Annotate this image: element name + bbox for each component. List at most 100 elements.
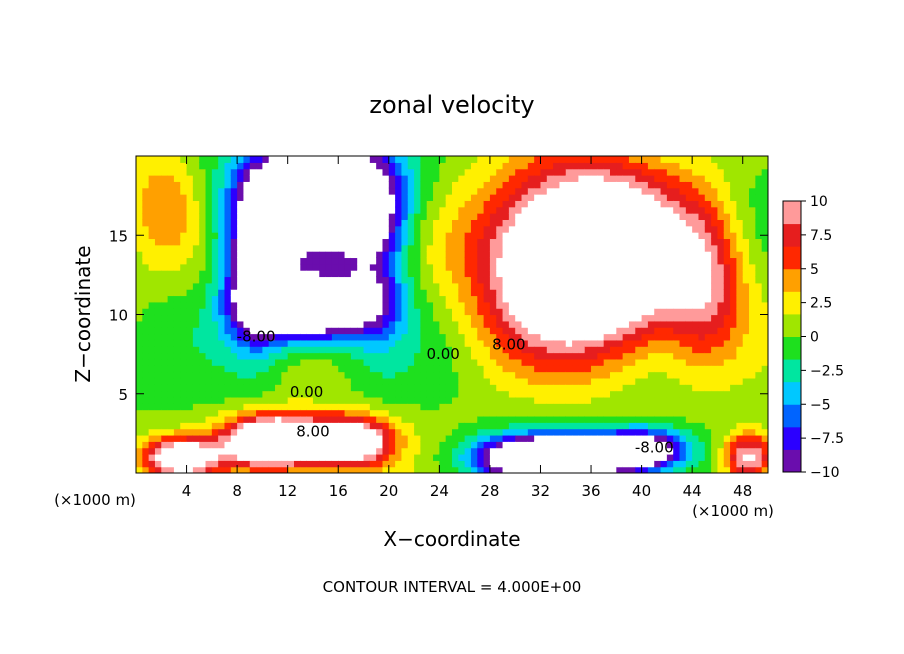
heatmap-cell [521, 187, 529, 195]
heatmap-cell [395, 156, 403, 163]
heatmap-cell [508, 175, 516, 182]
heatmap-cell [275, 308, 282, 316]
heatmap-cell [483, 295, 491, 303]
heatmap-cell [717, 358, 725, 366]
heatmap-cell [281, 206, 289, 214]
heatmap-cell [192, 320, 200, 328]
heatmap-cell [262, 327, 270, 335]
heatmap-cell [628, 390, 636, 398]
heatmap-cell [224, 162, 232, 170]
heatmap-cell [306, 301, 314, 309]
heatmap-cell [610, 232, 617, 240]
heatmap-cell [205, 194, 213, 201]
heatmap-cell [761, 441, 768, 449]
heatmap-cell [262, 428, 270, 436]
heatmap-cell [660, 415, 668, 423]
heatmap-cell [502, 447, 510, 455]
heatmap-cell [300, 314, 308, 322]
heatmap-cell [717, 314, 725, 322]
heatmap-cell [534, 162, 542, 170]
heatmap-cell [325, 175, 333, 182]
heatmap-cell [736, 213, 744, 220]
heatmap-cell [496, 187, 504, 195]
heatmap-cell [603, 194, 611, 201]
heatmap-cell [256, 365, 263, 373]
heatmap-cell [237, 232, 245, 240]
heatmap-cell [692, 346, 700, 354]
heatmap-cell [445, 384, 453, 392]
heatmap-cell [249, 187, 257, 195]
heatmap-cell [420, 156, 428, 163]
heatmap-cell [711, 384, 719, 392]
heatmap-cell [439, 308, 447, 316]
heatmap-cell [306, 327, 314, 335]
heatmap-cell [502, 377, 510, 385]
heatmap-cell [622, 276, 630, 284]
heatmap-cell [218, 333, 226, 341]
heatmap-cell [268, 422, 276, 430]
heatmap-cell [344, 270, 352, 278]
heatmap-cell [755, 422, 763, 430]
heatmap-cell [382, 314, 390, 322]
heatmap-cell [186, 384, 194, 392]
heatmap-cell [666, 213, 674, 220]
heatmap-cell [635, 352, 643, 360]
heatmap-cell [761, 289, 768, 297]
heatmap-cell [508, 308, 516, 316]
heatmap-cell [660, 390, 668, 398]
heatmap-cell [508, 301, 516, 309]
heatmap-cell [540, 403, 548, 411]
heatmap-cell [186, 333, 194, 341]
heatmap-cell [376, 415, 384, 423]
heatmap-cell [496, 257, 504, 265]
heatmap-cell [154, 200, 162, 208]
heatmap-cell [464, 314, 472, 322]
heatmap-cell [515, 175, 523, 182]
heatmap-cell [749, 244, 756, 252]
heatmap-cell [211, 295, 219, 303]
heatmap-cell [502, 396, 510, 404]
heatmap-cell [407, 333, 415, 341]
heatmap-cell [622, 175, 630, 182]
heatmap-cell [439, 371, 447, 379]
heatmap-cell [603, 225, 611, 233]
heatmap-cell [224, 263, 232, 271]
heatmap-cell [382, 396, 390, 404]
heatmap-cell [572, 232, 579, 240]
heatmap-cell [382, 194, 390, 201]
heatmap-cell [717, 168, 725, 176]
heatmap-cell [249, 175, 257, 182]
heatmap-cell [401, 156, 409, 163]
heatmap-cell [698, 238, 706, 246]
heatmap-cell [521, 270, 529, 278]
heatmap-cell [369, 238, 377, 246]
heatmap-cell [376, 403, 384, 411]
heatmap-cell [660, 409, 668, 417]
heatmap-cell [477, 358, 485, 366]
heatmap-cell [338, 168, 346, 176]
heatmap-cell [433, 453, 440, 461]
heatmap-cell [685, 181, 693, 189]
heatmap-cell [325, 447, 333, 455]
heatmap-cell [470, 339, 478, 347]
heatmap-cell [559, 162, 567, 170]
heatmap-cell [730, 200, 737, 208]
heatmap-cell [660, 371, 668, 379]
heatmap-cell [319, 466, 327, 473]
heatmap-cell [344, 441, 352, 449]
heatmap-cell [527, 219, 535, 227]
heatmap-cell [534, 181, 542, 189]
heatmap-cell [136, 384, 143, 392]
heatmap-cell [673, 295, 681, 303]
heatmap-cell [641, 289, 649, 297]
heatmap-cell [742, 156, 750, 163]
heatmap-cell [527, 358, 535, 366]
heatmap-cell [306, 428, 314, 436]
heatmap-cell [698, 263, 706, 271]
heatmap-cell [730, 415, 737, 423]
heatmap-cell [395, 390, 403, 398]
heatmap-cell [363, 162, 371, 170]
heatmap-cell [736, 365, 744, 373]
heatmap-cell [515, 213, 523, 220]
heatmap-cell [470, 200, 478, 208]
